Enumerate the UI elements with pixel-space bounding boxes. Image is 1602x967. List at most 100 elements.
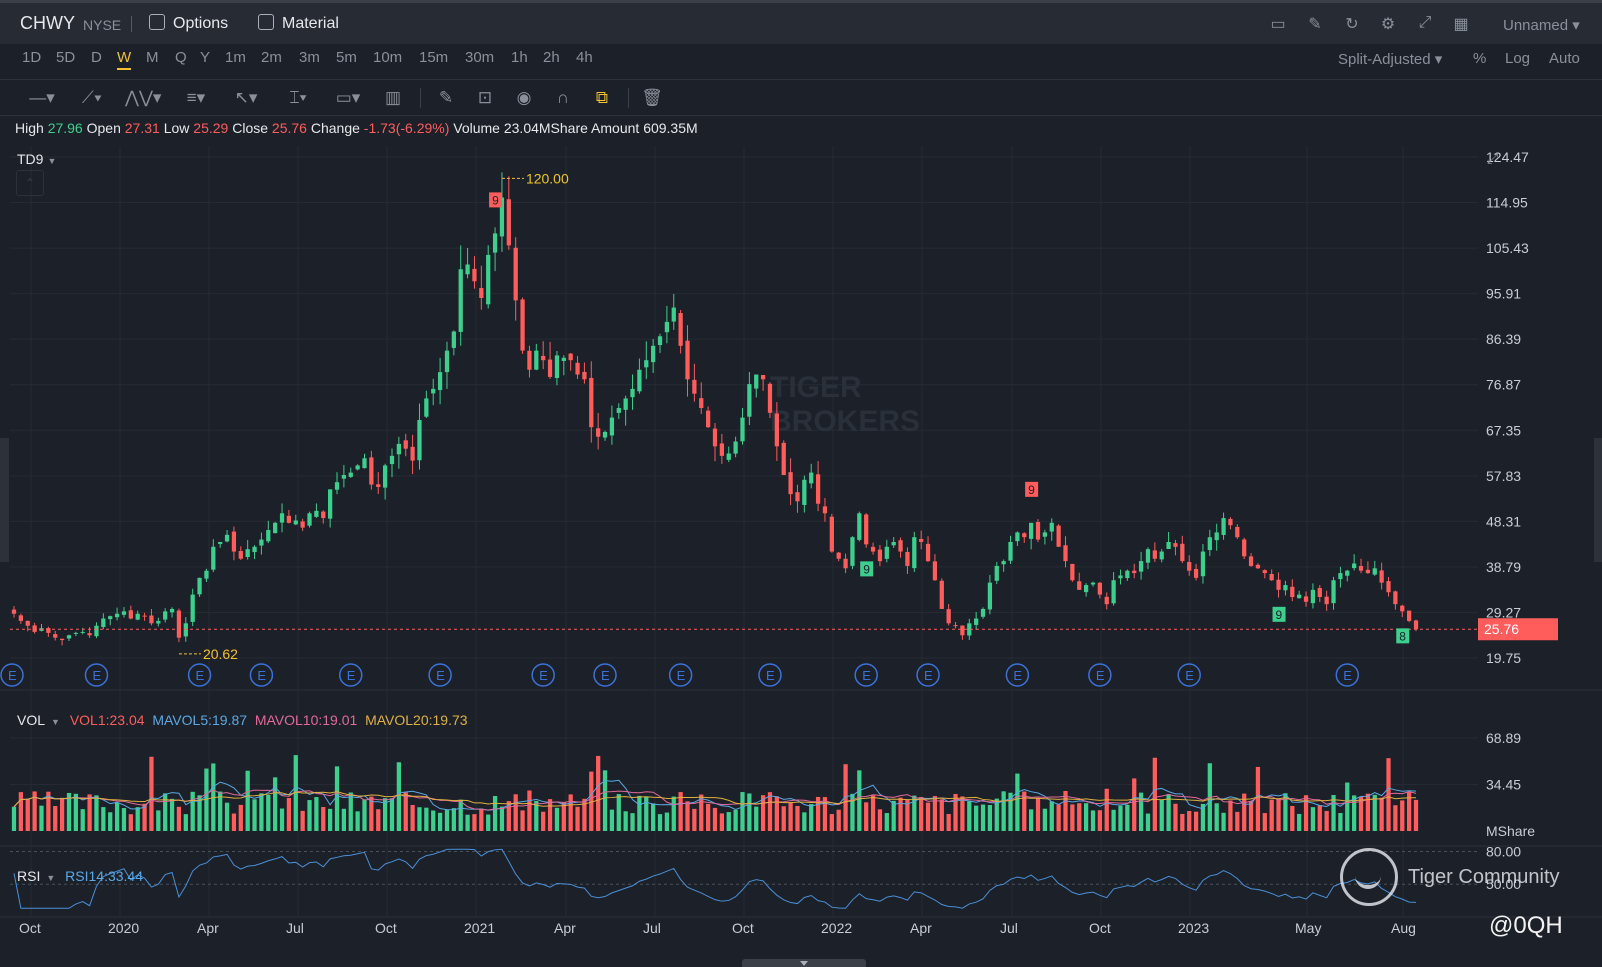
high-value: 27.96 <box>47 120 83 136</box>
trash-icon[interactable]: 🗑 <box>641 88 663 107</box>
date-tick-label: 2021 <box>464 920 495 936</box>
candle <box>197 577 202 595</box>
gear-icon[interactable]: ⚙ <box>1380 16 1396 33</box>
material-button[interactable]: Material <box>258 14 339 33</box>
lock-icon[interactable]: ⊡ <box>477 88 493 107</box>
line-tool-icon[interactable]: —▾ <box>29 88 55 107</box>
expand-icon[interactable]: ⤢ <box>1487 150 1499 166</box>
date-tick-label: Apr <box>554 920 576 936</box>
volume-bar <box>1090 810 1096 831</box>
pattern-tool-icon[interactable]: ⋀⋁▾ <box>125 88 162 107</box>
volume-bar <box>1310 807 1316 831</box>
volume-bar <box>121 808 127 831</box>
period-y[interactable]: Y <box>200 49 211 66</box>
low-value: 25.29 <box>193 120 229 136</box>
period-1h[interactable]: 1h <box>511 49 528 66</box>
indicator-selector[interactable]: TD9 ▼ <box>17 151 56 167</box>
ticker-symbol[interactable]: CHWY <box>20 13 75 33</box>
cursor-tool-icon[interactable]: ↖▾ <box>234 88 258 107</box>
pencil-icon[interactable]: ✎ <box>438 88 454 107</box>
period-m[interactable]: M <box>146 49 159 66</box>
period-30m[interactable]: 30m <box>465 49 495 66</box>
period-2h[interactable]: 2h <box>543 49 560 66</box>
tiger-logo-icon <box>1340 848 1398 906</box>
collapse-icon[interactable]: ⌃ <box>16 170 44 196</box>
bars-tool-icon[interactable]: ▥ <box>384 88 402 107</box>
period-1d[interactable]: 1D <box>22 49 42 66</box>
percent-toggle[interactable]: % <box>1473 50 1487 67</box>
volume-bar <box>974 805 979 831</box>
layout-name: Unnamed <box>1503 17 1569 34</box>
price-annotation-label: 120.00 <box>526 170 569 186</box>
volume-bar <box>259 793 264 831</box>
indicator-icon[interactable]: ▭ <box>1270 16 1286 33</box>
candle <box>259 539 264 546</box>
price-chart[interactable]: 124.47 114.95 105.43 95.91 86.39 76.87 67.35 57… <box>0 146 1602 959</box>
candle <box>101 618 106 628</box>
vol-name: VOL <box>17 712 46 728</box>
candle <box>1077 581 1082 590</box>
high-label: High <box>15 120 44 136</box>
candle <box>980 608 986 617</box>
candle <box>479 288 484 298</box>
period-3m[interactable]: 3m <box>299 49 320 66</box>
volume-bar <box>224 802 230 831</box>
candle <box>492 233 498 253</box>
left-panel-handle[interactable] <box>0 438 9 562</box>
trend-tool-icon[interactable]: ⟋▾ <box>81 88 103 107</box>
period-15m[interactable]: 15m <box>419 49 449 66</box>
period-1m[interactable]: 1m <box>225 49 246 66</box>
volume-bar <box>94 795 99 831</box>
candle <box>630 388 635 398</box>
volume-bar <box>204 768 209 831</box>
period-10m[interactable]: 10m <box>373 49 403 66</box>
log-toggle[interactable]: Log <box>1505 50 1531 67</box>
period-5m[interactable]: 5m <box>336 49 357 66</box>
td9-marker-label: 8 <box>1399 629 1406 643</box>
period-5d[interactable]: 5D <box>56 49 76 66</box>
fullscreen-icon[interactable]: ⤢ <box>1418 14 1432 31</box>
period-q[interactable]: Q <box>175 49 187 66</box>
text-tool-icon[interactable]: ⌶▾ <box>289 88 307 107</box>
chevron-down-icon[interactable]: ▼ <box>46 873 56 883</box>
volume-bar <box>1173 803 1178 831</box>
earnings-marker-label: E <box>1343 668 1352 683</box>
period-w[interactable]: W <box>117 49 132 70</box>
split-adjusted-dropdown[interactable]: Split-Adjusted ▾ <box>1338 51 1443 68</box>
options-button[interactable]: Options <box>149 14 228 33</box>
link-icon[interactable]: ⧉ <box>595 88 609 107</box>
candle <box>1303 596 1309 602</box>
refresh-icon[interactable]: ↻ <box>1345 16 1359 33</box>
volume-bar <box>396 762 401 831</box>
earnings-marker <box>0 663 24 687</box>
period-2m[interactable]: 2m <box>261 49 282 66</box>
volume-bar <box>582 798 587 831</box>
annotation-tool-icon[interactable]: ▭▾ <box>335 88 361 107</box>
candle <box>156 620 161 624</box>
auto-toggle[interactable]: Auto <box>1549 50 1580 67</box>
date-tick-label: Aug <box>1391 920 1416 936</box>
right-panel-handle[interactable] <box>1594 438 1602 562</box>
candle <box>1276 579 1281 590</box>
volume-bar <box>596 755 601 831</box>
chevron-down-icon[interactable]: ▼ <box>51 717 60 727</box>
period-d[interactable]: D <box>91 49 102 66</box>
candle <box>884 546 889 559</box>
close-value: 25.76 <box>271 120 307 136</box>
fib-tool-icon[interactable]: ≡▾ <box>186 88 206 107</box>
layout-grid-icon[interactable]: ▦ <box>1453 16 1469 33</box>
document-icon <box>258 14 274 30</box>
draw-icon[interactable]: ✎ <box>1308 16 1322 33</box>
price-tick-label: 124.47 <box>1486 149 1529 165</box>
volume-bar <box>1358 796 1364 831</box>
layout-name-dropdown[interactable]: Unnamed ▾ <box>1503 17 1580 34</box>
candle <box>1173 543 1178 547</box>
eye-icon[interactable]: ◉ <box>516 88 532 107</box>
period-4h[interactable]: 4h <box>576 49 593 66</box>
candle <box>815 474 821 504</box>
candle <box>1187 562 1192 571</box>
volume-bar <box>266 794 271 831</box>
magnet-icon[interactable]: ∩ <box>556 88 570 107</box>
bottom-panel-handle[interactable] <box>742 959 866 967</box>
earnings-marker <box>1088 663 1112 687</box>
